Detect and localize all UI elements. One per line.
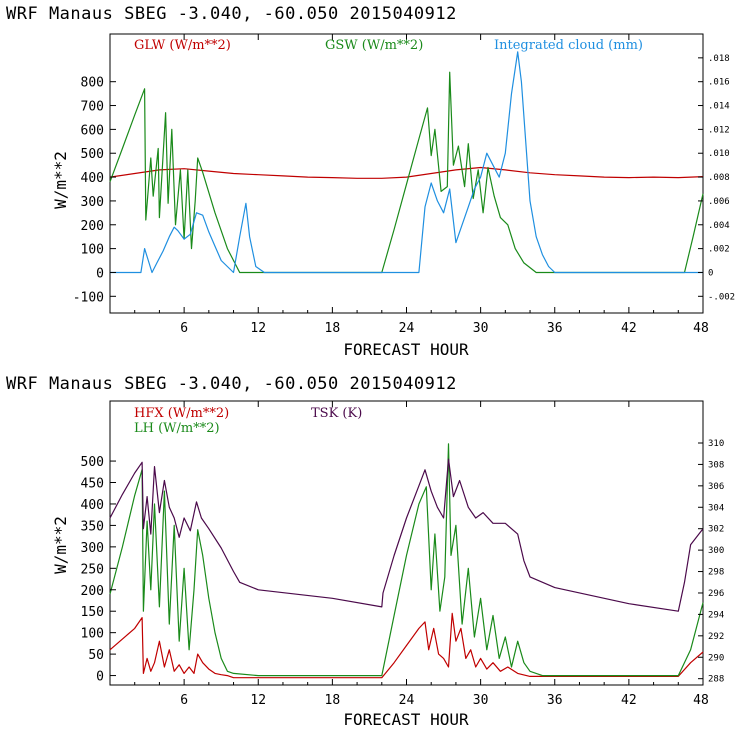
x-tick-label: 30	[473, 321, 489, 336]
x-tick-label: 18	[325, 321, 341, 336]
panel-top-series	[109, 51, 704, 274]
y-tick-label: 0	[96, 266, 104, 281]
panel-bottom-xlabel: FORECAST HOUR	[343, 710, 469, 729]
panel-top: WRF Manaus SBEG -3.040, -60.050 20150409…	[6, 4, 735, 359]
y-tick-label: 400	[81, 171, 104, 186]
y-tick-label: 150	[81, 605, 104, 620]
x-tick-label: 12	[250, 321, 266, 336]
plot-frame	[109, 33, 704, 314]
y-tick-label: 400	[81, 498, 104, 513]
x-tick-label: 6	[180, 321, 188, 336]
right-tick-label: .006	[708, 197, 730, 207]
y-tick-label: 200	[81, 584, 104, 599]
right-tick-label: 304	[708, 503, 724, 513]
series-line-tsk	[109, 458, 704, 612]
right-tick-label: .008	[708, 173, 730, 183]
y-tick-label: 100	[81, 627, 104, 642]
legend-gsw: GSW (W/m**2)	[325, 38, 423, 53]
x-tick-label: 42	[621, 693, 637, 708]
series-line-hfx	[109, 612, 704, 679]
y-tick-label: 50	[88, 648, 104, 663]
panel-top-axes: 6 12 18 24 30 36 42 48 -100 0 100 200 300 400 500 600 70…	[73, 34, 735, 336]
y-tick-label: 800	[81, 76, 104, 91]
right-tick-label: 310	[708, 439, 724, 449]
y-tick-label: 600	[81, 123, 104, 138]
x-tick-label: 30	[473, 693, 489, 708]
right-tick-label: .010	[708, 149, 730, 159]
series-line-glw	[109, 166, 704, 179]
x-tick-label: 36	[547, 321, 563, 336]
y-tick-label: 350	[81, 519, 104, 534]
x-tick-label: 36	[547, 693, 563, 708]
panel-bottom-series	[109, 443, 704, 679]
panel-top-title: WRF Manaus SBEG -3.040, -60.050 20150409…	[6, 4, 457, 24]
legend-hfx: HFX (W/m**2)	[134, 406, 229, 421]
right-tick-label: 294	[708, 610, 724, 620]
right-tick-label: 308	[708, 460, 724, 470]
panel-bottom-title: WRF Manaus SBEG -3.040, -60.050 20150409…	[6, 374, 457, 394]
right-tick-label: .002	[708, 245, 730, 255]
y-tick-label: 700	[81, 100, 104, 115]
y-tick-label: 0	[96, 670, 104, 685]
panel-bottom: WRF Manaus SBEG -3.040, -60.050 20150409…	[6, 374, 724, 729]
x-tick-label: 24	[399, 693, 415, 708]
y-tick-label: 300	[81, 195, 104, 210]
y-tick-label: 100	[81, 243, 104, 258]
right-tick-label: 298	[708, 568, 724, 578]
right-tick-label: .018	[708, 54, 730, 64]
series-line-lh	[109, 443, 704, 677]
right-tick-label: 306	[708, 482, 724, 492]
plot-frame	[109, 400, 704, 686]
y-tick-label: 300	[81, 541, 104, 556]
y-tick-label: 450	[81, 477, 104, 492]
series-line-integrated-cloud	[110, 51, 703, 274]
y-tick-label: 500	[81, 147, 104, 162]
series-line-gsw	[109, 71, 704, 274]
y-tick-label: -100	[73, 290, 104, 305]
panel-bottom-axes: 6 12 18 24 30 36 42 48 0 50 100 150 200 250 300 350 400 4…	[81, 401, 724, 708]
legend-tsk: TSK (K)	[311, 406, 362, 421]
x-tick-label: 18	[325, 693, 341, 708]
y-tick-label: 200	[81, 219, 104, 234]
right-tick-label: 0	[708, 268, 713, 278]
right-tick-label: .016	[708, 78, 730, 88]
right-tick-label: .014	[708, 102, 730, 112]
panel-top-ylabel: W/m**2	[51, 151, 70, 209]
right-tick-label: 302	[708, 525, 724, 535]
y-tick-label: 500	[81, 455, 104, 470]
panel-bottom-ylabel: W/m**2	[51, 516, 70, 574]
right-tick-label: 290	[708, 653, 724, 663]
right-tick-label: .004	[708, 221, 730, 231]
x-tick-label: 24	[399, 321, 415, 336]
panel-bottom-frame	[109, 400, 704, 686]
right-tick-label: .012	[708, 125, 730, 135]
x-tick-label: 6	[180, 693, 188, 708]
y-tick-label: 250	[81, 562, 104, 577]
right-tick-label: 288	[708, 675, 724, 685]
legend-integrated-cloud: Integrated cloud (mm)	[494, 38, 643, 53]
panel-top-xlabel: FORECAST HOUR	[343, 340, 469, 359]
right-tick-label: 300	[708, 546, 724, 556]
legend-glw: GLW (W/m**2)	[134, 38, 231, 53]
right-tick-label: 296	[708, 589, 724, 599]
x-tick-label: 42	[621, 321, 637, 336]
right-tick-label: 292	[708, 632, 724, 642]
panel-top-frame	[109, 33, 704, 314]
x-tick-label: 12	[250, 693, 266, 708]
legend-lh: LH (W/m**2)	[134, 421, 220, 436]
x-tick-label: 48	[693, 321, 709, 336]
x-tick-label: 48	[693, 693, 709, 708]
right-tick-label: -.002	[708, 292, 735, 302]
